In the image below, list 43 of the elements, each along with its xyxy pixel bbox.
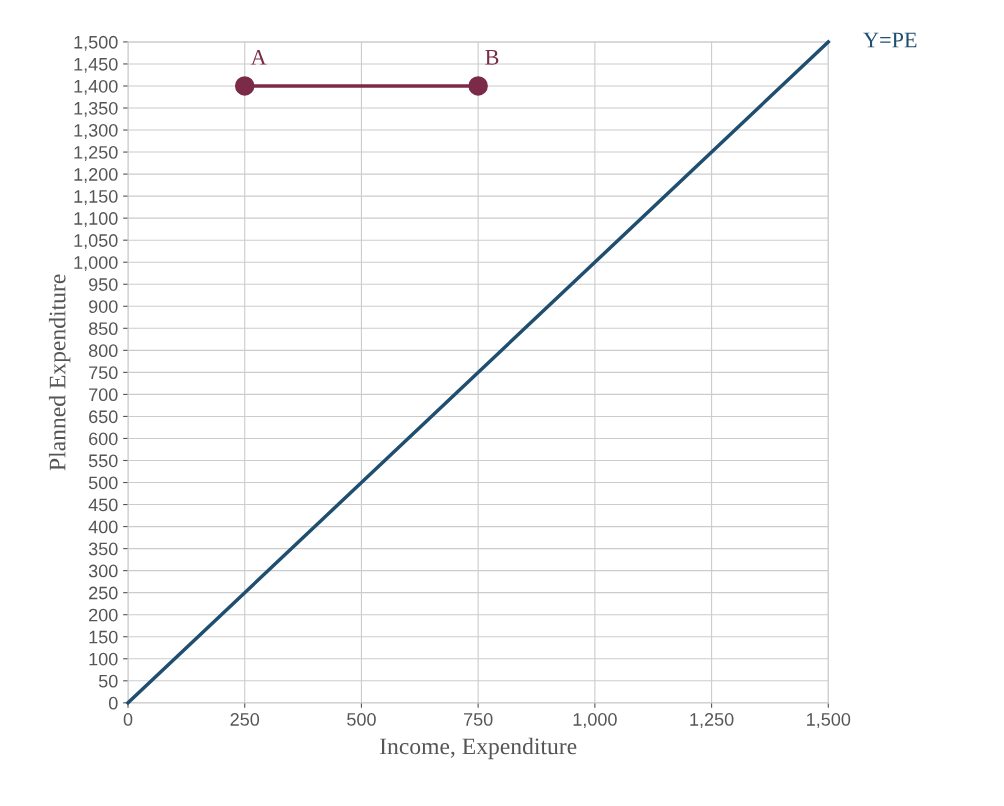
x-tick-label: 1,500: [807, 713, 851, 728]
y-tick-label: 400: [88, 520, 118, 534]
y-tick-label: 300: [88, 564, 118, 578]
y-tick-label: 1,150: [74, 190, 118, 205]
x-tick-label: 1,000: [573, 713, 617, 728]
y-tick-label: 0: [108, 696, 118, 710]
y-tick-label: 50: [98, 674, 118, 688]
x-axis-title: Income, Expenditure: [380, 737, 577, 760]
x-tick-label: 500: [347, 713, 376, 726]
y-tick-label: 1,250: [74, 146, 118, 161]
y-tick-label: 1,400: [74, 79, 118, 95]
y-tick-label: 600: [89, 432, 118, 446]
y-tick-label: 250: [89, 586, 118, 600]
y-axis-title: Planned Expenditure: [48, 274, 71, 471]
x-tick-label: 0: [123, 713, 133, 726]
x-tick-label: 250: [230, 713, 260, 726]
y-tick-label: 1,450: [74, 57, 118, 73]
y-tick-label: 350: [88, 542, 118, 556]
y-tick-label: 900: [89, 300, 118, 313]
y-tick-label: 150: [89, 630, 118, 644]
x-tick-label: 750: [464, 713, 493, 726]
series-label: Y=PE: [863, 32, 917, 48]
y-tick-label: 750: [89, 366, 118, 380]
y-tick-label: 1,100: [74, 212, 118, 228]
annotation: A: [250, 49, 267, 65]
y-tick-label: 1,200: [74, 168, 118, 183]
x-tick-label: 1,250: [690, 713, 734, 728]
y-tick-label: 100: [89, 652, 118, 666]
y-tick-label: 1,000: [74, 256, 118, 272]
y-tick-label: 550: [88, 454, 118, 468]
y-tick-label: 800: [88, 344, 118, 358]
y-tick-label: 950: [89, 278, 118, 291]
annotation: B: [485, 50, 499, 65]
y-tick-label: 1,050: [74, 234, 118, 250]
y-tick-label: 1,350: [74, 101, 118, 117]
y-tick-label: 450: [88, 498, 118, 512]
y-tick-label: 1,500: [74, 35, 118, 51]
y-tick-label: 1,300: [74, 123, 118, 139]
y-tick-label: 500: [88, 476, 118, 490]
y-tick-label: 850: [88, 322, 118, 336]
y-tick-label: 200: [89, 608, 118, 622]
y-tick-label: 700: [89, 388, 118, 402]
y-tick-label: 650: [89, 410, 118, 424]
